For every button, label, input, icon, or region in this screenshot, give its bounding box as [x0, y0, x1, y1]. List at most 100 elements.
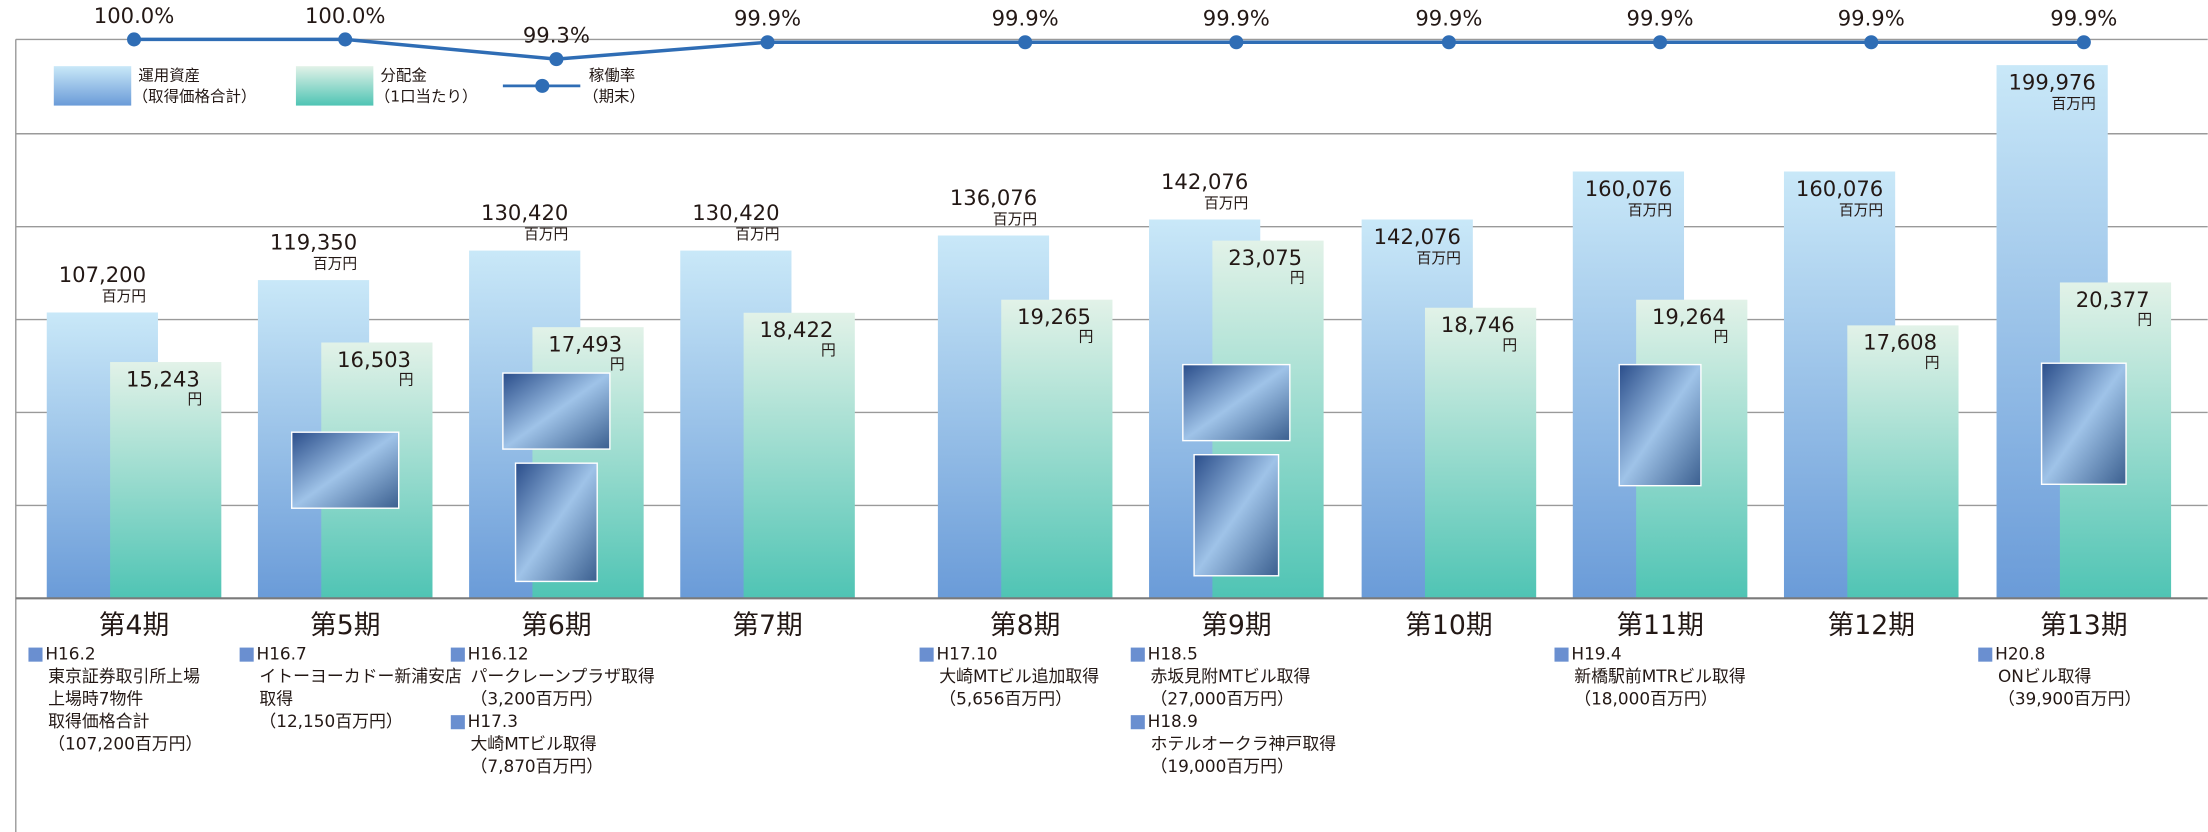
note-text: （27,000百万円）	[1150, 689, 1293, 709]
legend-label: 分配金	[380, 67, 427, 85]
note-text: 上場時7物件	[48, 689, 143, 709]
data-label: 18,746	[1441, 312, 1515, 337]
data-label: 107,200	[59, 262, 146, 287]
note-text: 東京証券取引所上場	[48, 666, 200, 686]
data-label-unit: 円	[188, 391, 203, 408]
note-text: ホテルオークラ神戸取得	[1150, 734, 1336, 754]
data-label-unit: 百万円	[993, 211, 1037, 228]
note-date: H16.12	[468, 644, 529, 664]
data-label-unit: 円	[1714, 329, 1729, 346]
line-point	[549, 52, 564, 67]
note-marker	[239, 647, 254, 662]
x-tick-label: 第11期	[1616, 610, 1703, 641]
x-tick-label: 第12期	[1827, 610, 1914, 641]
legend-note: （1口当たり）	[375, 88, 478, 106]
note-date: H17.10	[936, 644, 997, 664]
line-point	[338, 32, 353, 47]
note-text: 大崎MTビル取得	[470, 734, 596, 754]
overlay: 107,200百万円15,243円第4期H16.2東京証券取引所上場上場時7物件…	[28, 3, 2152, 776]
note-text: （107,200百万円）	[48, 734, 202, 754]
legend-note: （取得価格合計）	[133, 88, 257, 106]
note-text: （39,900百万円）	[1998, 689, 2141, 709]
data-label-unit: 円	[399, 372, 414, 389]
line-point	[1018, 35, 1033, 50]
data-label-unit: 円	[1290, 270, 1305, 287]
line-point	[760, 35, 775, 50]
note-text: （12,150百万円）	[259, 711, 402, 731]
line-point	[1864, 35, 1879, 50]
bar	[1847, 325, 1959, 599]
note-date: H17.3	[468, 711, 518, 731]
note-text: 赤坂見附MTビル取得	[1150, 666, 1310, 686]
data-label: 99.9%	[1415, 6, 1482, 31]
line-point	[1653, 35, 1668, 50]
x-tick-label: 第5期	[310, 610, 380, 641]
line-point	[2076, 35, 2091, 50]
note-marker	[1554, 647, 1569, 662]
note-text: （3,200百万円）	[470, 689, 603, 709]
data-label: 99.9%	[992, 6, 1059, 31]
bar	[110, 362, 222, 599]
note-marker	[1978, 647, 1993, 662]
data-label-unit: 百万円	[1628, 202, 1672, 219]
data-label: 130,420	[692, 200, 779, 225]
legend-label: 運用資産	[138, 67, 200, 85]
note-date: H20.8	[1995, 644, 2045, 664]
data-label-unit: 百万円	[1204, 195, 1248, 212]
data-label: 16,503	[337, 347, 411, 372]
note-text: 新橋駅前MTRビル取得	[1574, 666, 1746, 686]
note-marker	[1130, 647, 1145, 662]
note-text: イトーヨーカドー新浦安店	[259, 666, 462, 686]
note-text: 取得	[259, 689, 293, 709]
data-label-unit: 百万円	[524, 226, 568, 243]
data-label: 199,976	[2008, 69, 2095, 94]
data-label: 15,243	[126, 366, 200, 391]
data-label: 18,422	[759, 317, 833, 342]
data-label: 130,420	[481, 200, 568, 225]
note-date: H19.4	[1571, 644, 1621, 664]
data-label: 17,493	[548, 331, 622, 356]
bars	[46, 65, 2172, 599]
data-label-unit: 円	[1079, 329, 1094, 346]
data-label-unit: 円	[2137, 311, 2152, 328]
data-label: 99.3%	[523, 23, 590, 48]
x-tick-label: 第6期	[521, 610, 591, 641]
note-text: （5,656百万円）	[939, 689, 1072, 709]
x-tick-label: 第8期	[990, 610, 1060, 641]
x-tick-label: 第13期	[2040, 610, 2128, 641]
data-label: 100.0%	[94, 3, 175, 28]
data-label: 99.9%	[2050, 6, 2117, 31]
legend-note: （期末）	[583, 88, 645, 106]
line	[134, 37, 2084, 61]
data-label: 17,608	[1863, 330, 1937, 355]
data-label: 142,076	[1161, 169, 1248, 194]
data-label: 99.9%	[1203, 6, 1270, 31]
data-label: 99.9%	[734, 6, 801, 31]
data-label: 119,350	[270, 229, 357, 254]
note-marker	[919, 647, 934, 662]
data-label: 99.9%	[1627, 6, 1694, 31]
note-date: H18.9	[1148, 711, 1198, 731]
data-label: 20,377	[2076, 287, 2150, 312]
note-date: H16.2	[45, 644, 95, 664]
data-label: 142,076	[1374, 224, 1461, 249]
x-tick-label: 第4期	[99, 610, 169, 641]
note-marker	[28, 647, 43, 662]
bar	[1001, 299, 1113, 599]
legend-swatch	[535, 78, 550, 93]
note-date: H18.5	[1148, 644, 1198, 664]
legend-swatch	[53, 66, 132, 106]
data-label-unit: 百万円	[102, 288, 146, 305]
note-date: H16.7	[257, 644, 307, 664]
data-label-unit: 百万円	[1417, 250, 1461, 267]
note-marker	[450, 647, 465, 662]
x-tick-label: 第7期	[732, 610, 802, 641]
note-text: 取得価格合計	[48, 711, 149, 731]
note-text: （7,870百万円）	[470, 756, 603, 776]
line-point	[1441, 35, 1456, 50]
data-label: 100.0%	[305, 3, 385, 28]
data-label: 23,075	[1228, 245, 1302, 270]
data-label-unit: 百万円	[2051, 96, 2095, 113]
legend-swatch	[295, 66, 374, 106]
